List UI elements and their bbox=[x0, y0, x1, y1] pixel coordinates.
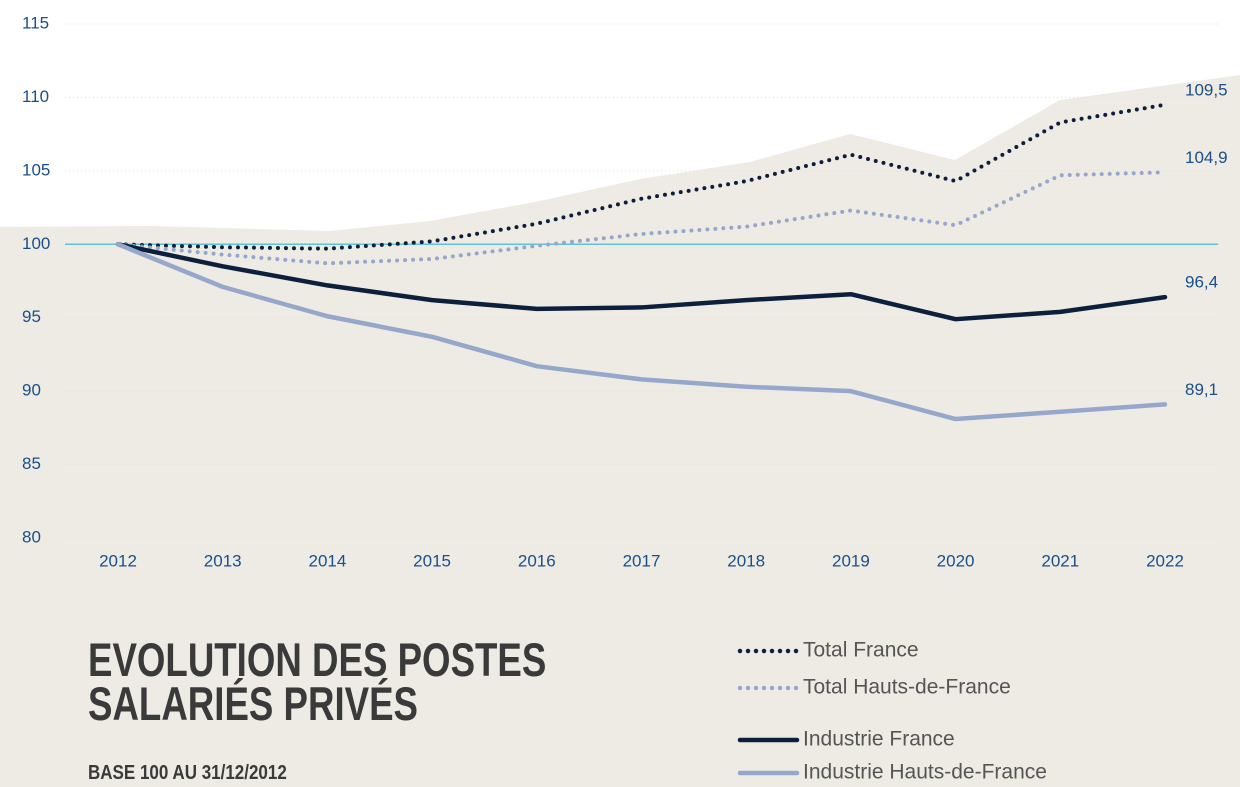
chart-title: EVOLUTION DES POSTES SALARIÉS PRIVÉS bbox=[88, 633, 547, 730]
y-tick-label: 80 bbox=[22, 527, 41, 546]
x-tick-label: 2016 bbox=[518, 551, 556, 570]
series-line bbox=[116, 170, 1167, 266]
series-line bbox=[116, 102, 1167, 251]
x-tick-label: 2018 bbox=[727, 551, 765, 570]
legend-label: Total France bbox=[803, 639, 919, 662]
y-tick-label: 115 bbox=[22, 13, 49, 32]
end-label: 109,5 bbox=[1185, 80, 1228, 99]
end-label: 96,4 bbox=[1185, 273, 1218, 292]
legend-label: Industrie France bbox=[803, 728, 955, 751]
x-tick-label: 2015 bbox=[413, 551, 451, 570]
y-tick-label: 95 bbox=[22, 307, 41, 326]
x-tick-label: 2021 bbox=[1041, 551, 1079, 570]
x-tick-label: 2014 bbox=[308, 551, 346, 570]
legend-label: Total Hauts-de-France bbox=[803, 676, 1011, 699]
x-tick-label: 2017 bbox=[623, 551, 661, 570]
y-tick-label: 100 bbox=[22, 234, 50, 253]
y-tick-label: 85 bbox=[22, 454, 41, 473]
chart-subtitle: BASE 100 AU 31/12/2012 bbox=[88, 762, 287, 784]
series-line bbox=[115, 242, 1168, 422]
x-tick-label: 2012 bbox=[99, 551, 137, 570]
background-shape bbox=[0, 75, 1240, 787]
series-line bbox=[115, 242, 1168, 322]
x-tick-label: 2022 bbox=[1146, 551, 1184, 570]
end-label: 104,9 bbox=[1185, 148, 1228, 167]
y-tick-label: 110 bbox=[22, 87, 49, 106]
end-label: 89,1 bbox=[1185, 380, 1218, 399]
x-tick-label: 2019 bbox=[832, 551, 870, 570]
x-tick-label: 2020 bbox=[937, 551, 975, 570]
y-tick-label: 105 bbox=[22, 160, 50, 179]
x-tick-label: 2013 bbox=[204, 551, 242, 570]
legend-label: Industrie Hauts-de-France bbox=[803, 761, 1047, 784]
y-tick-label: 90 bbox=[22, 381, 41, 400]
